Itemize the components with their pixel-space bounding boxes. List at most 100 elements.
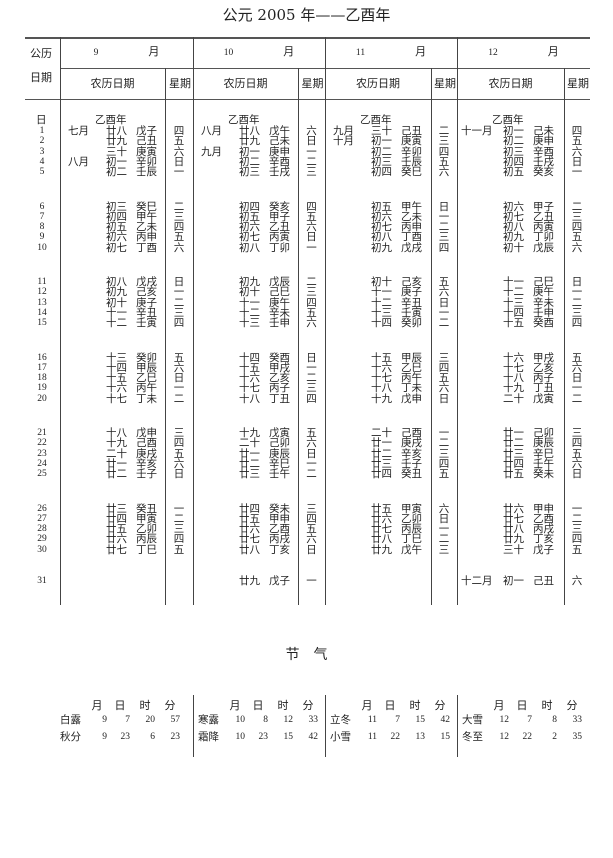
ganzhi-day: 戊子 <box>533 543 554 556</box>
lunar-day: 十一 <box>371 286 392 299</box>
ganzhi-day: 癸未 <box>533 468 554 481</box>
weekday: 六 <box>571 241 583 254</box>
gregorian-day: 18 <box>37 373 47 384</box>
weekday: 四 <box>173 317 185 330</box>
ganzhi-day: 庚戌 <box>136 447 157 460</box>
gregorian-day: 11 <box>37 277 47 287</box>
weekday: 五 <box>306 427 317 439</box>
ganzhi-day: 甲戌 <box>269 361 290 374</box>
weekday: 三 <box>306 166 317 179</box>
ganzhi-day: 癸丑 <box>401 468 422 481</box>
term-column-header: 日 <box>114 699 126 712</box>
ganzhi-day: 甲寅 <box>136 512 157 525</box>
ganzhi-day: 己卯 <box>269 437 290 450</box>
ganzhi-day: 壬午 <box>533 457 554 470</box>
ganzhi-day: 丙辰 <box>401 523 422 536</box>
weekday: 三 <box>571 523 583 536</box>
term-value: 33 <box>572 715 583 725</box>
ganzhi-day: 壬午 <box>269 468 290 481</box>
lunar-day: 廿四 <box>503 457 524 470</box>
weekday: 四 <box>173 437 185 450</box>
term-value: 12 <box>499 732 510 742</box>
term-value: 23 <box>258 732 269 742</box>
lunar-day: 廿六 <box>503 502 524 515</box>
weekday: 日 <box>173 468 185 481</box>
weekday: 二 <box>571 512 583 525</box>
ganzhi-day: 庚午 <box>533 286 554 299</box>
weekday: 五 <box>173 231 185 244</box>
solar-term-name: 寒露 <box>198 714 219 726</box>
ganzhi-day: 壬申 <box>533 306 554 319</box>
ganzhi-day: 丁酉 <box>401 231 422 244</box>
weekday: 一 <box>173 382 185 395</box>
lunar-month: 十月 <box>333 135 354 148</box>
lunar-day: 初八 <box>503 221 524 234</box>
term-value: 13 <box>415 732 426 742</box>
ganzhi-day: 丁巳 <box>401 533 422 546</box>
gregorian-day: 28 <box>37 524 47 535</box>
ganzhi-day: 戊午 <box>401 543 422 556</box>
lunar-day: 廿二 <box>503 437 524 450</box>
lunar-day: 初九 <box>371 241 392 254</box>
weekday: 五 <box>173 447 185 460</box>
lunar-day: 十六 <box>106 382 127 395</box>
weekday: 一 <box>438 210 450 223</box>
weekday: 六 <box>306 125 317 137</box>
lunar-year-label: 乙酉年 <box>95 114 127 126</box>
ganzhi-day: 己巳 <box>533 276 554 288</box>
term-value: 11 <box>367 732 377 742</box>
term-column-header: 月 <box>493 699 505 712</box>
term-column-header: 分 <box>164 699 176 712</box>
lunar-day: 廿八 <box>503 523 524 536</box>
ganzhi-day: 己卯 <box>533 427 554 439</box>
weekday: 日 <box>571 468 583 481</box>
ganzhi-day: 丁亥 <box>533 533 554 546</box>
ganzhi-day: 己酉 <box>136 437 157 450</box>
term-divider <box>193 695 195 757</box>
term-value: 23 <box>170 732 181 742</box>
ganzhi-day: 壬戌 <box>269 166 290 179</box>
lunar-day: 十一 <box>239 296 260 309</box>
ganzhi-day: 癸巳 <box>401 166 422 179</box>
lunar-day: 廿一 <box>106 457 127 470</box>
lunar-day: 十二 <box>503 286 524 299</box>
lunar-month: 十一月 <box>461 125 493 137</box>
weekday: 日 <box>571 155 583 168</box>
weekday: 二 <box>306 372 317 385</box>
term-value: 9 <box>102 715 107 725</box>
lunar-day: 十五 <box>106 372 127 385</box>
ganzhi-day: 庚午 <box>269 296 290 309</box>
lunar-month: 九月 <box>333 125 354 137</box>
gregorian-day: 1 <box>39 126 45 136</box>
solar-term-name: 秋分 <box>60 731 81 743</box>
ganzhi-day: 乙丑 <box>269 221 290 234</box>
gregorian-day: 3 <box>39 146 45 157</box>
gregorian-day: 19 <box>37 383 47 394</box>
lunar-day: 十三 <box>371 306 392 319</box>
ganzhi-day: 丙戌 <box>269 533 290 546</box>
weekday: 六 <box>571 145 583 158</box>
gregorian-day: 13 <box>37 297 47 308</box>
weekday: 六 <box>173 457 185 470</box>
lunar-day: 十二 <box>371 296 392 309</box>
ganzhi-day: 癸卯 <box>136 351 157 364</box>
lunar-day: 廿四 <box>239 502 260 515</box>
ganzhi-day: 辛巳 <box>269 457 290 470</box>
term-value: 2 <box>552 732 557 742</box>
gregorian-day: 17 <box>37 362 47 373</box>
term-column-header: 月 <box>361 699 373 712</box>
weekday: 三 <box>438 447 450 460</box>
ganzhi-day: 丙寅 <box>533 221 554 234</box>
lunar-day: 初五 <box>106 221 127 234</box>
gregorian-day: 4 <box>39 156 45 167</box>
ganzhi-day: 己亥 <box>401 276 422 288</box>
weekday: 一 <box>571 166 583 179</box>
ganzhi-day: 壬寅 <box>136 317 157 330</box>
weekday: 一 <box>438 306 450 319</box>
gregorian-day: 31 <box>37 576 47 586</box>
gregorian-day: 23 <box>37 448 47 459</box>
ganzhi-day: 丙子 <box>269 382 290 395</box>
weekday: 五 <box>571 351 583 364</box>
ganzhi-day: 庚辰 <box>533 437 554 450</box>
weekday: 六 <box>306 221 317 234</box>
